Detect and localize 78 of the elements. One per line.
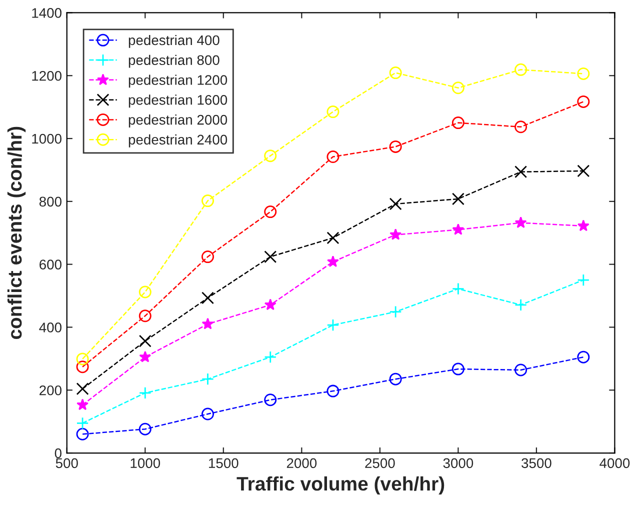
- x-tick-label: 3500: [522, 458, 552, 468]
- legend-label: pedestrian 2400: [128, 134, 228, 148]
- y-tick-label: 1400: [32, 8, 62, 18]
- y-tick-label: 600: [40, 260, 62, 270]
- point: [577, 67, 590, 80]
- point: [514, 120, 528, 134]
- point: [202, 372, 214, 386]
- point: [452, 223, 464, 235]
- point: [514, 216, 527, 228]
- x-tick-label: 2000: [286, 458, 317, 468]
- point: [389, 306, 402, 318]
- point: [138, 386, 152, 400]
- point: [514, 166, 528, 178]
- point: [452, 116, 464, 130]
- point: [264, 394, 277, 406]
- point: [577, 220, 590, 232]
- point: [264, 250, 277, 264]
- point: [326, 256, 339, 267]
- point: [202, 408, 214, 420]
- point: [326, 318, 340, 332]
- point: [452, 362, 464, 376]
- point: [389, 66, 402, 80]
- point: [76, 360, 89, 374]
- y-tick-label: 800: [39, 196, 62, 207]
- point: [139, 350, 152, 362]
- point: [577, 164, 590, 178]
- y-tick-label: 400: [39, 322, 62, 332]
- point: [326, 232, 340, 244]
- point: [202, 318, 214, 330]
- point: [577, 350, 590, 364]
- legend-label: pedestrian 1200: [128, 74, 228, 88]
- legend-label: pedestrian 400: [128, 34, 220, 48]
- y-tick-label: 1200: [32, 70, 62, 81]
- point: [202, 194, 214, 208]
- point: [138, 422, 152, 436]
- x-tick-label: 1500: [209, 458, 238, 468]
- point: [389, 198, 402, 210]
- point: [452, 282, 464, 296]
- point: [326, 150, 340, 164]
- point: [326, 106, 340, 118]
- point: [202, 292, 214, 304]
- x-tick-label: 500: [56, 458, 78, 468]
- point: [138, 334, 152, 348]
- point: [514, 298, 528, 312]
- y-axis-title: conflict events (con/hr): [7, 126, 26, 340]
- legend-label: pedestrian 1600: [128, 94, 228, 108]
- point: [389, 140, 402, 153]
- x-tick-label: 1000: [130, 458, 160, 468]
- point: [577, 274, 590, 286]
- legend-label: pedestrian 2000: [128, 114, 228, 128]
- point: [138, 286, 152, 298]
- point: [264, 350, 277, 364]
- point: [76, 416, 89, 430]
- x-tick-label: 4000: [600, 458, 630, 468]
- point: [390, 228, 402, 240]
- point: [577, 95, 590, 108]
- y-tick-label: 200: [40, 385, 62, 396]
- point: [514, 364, 528, 376]
- point: [452, 192, 464, 206]
- legend-label: pedestrian 800: [128, 54, 220, 68]
- point: [76, 428, 89, 440]
- point: [138, 310, 152, 322]
- y-tick-label: 0: [54, 448, 62, 458]
- point: [202, 250, 214, 264]
- point: [76, 352, 89, 366]
- x-tick-label: 2500: [365, 458, 395, 468]
- x-tick-label: 3000: [443, 458, 474, 468]
- point: [326, 384, 340, 398]
- y-tick-label: 1000: [32, 134, 62, 144]
- point: [264, 150, 277, 162]
- point: [76, 382, 89, 396]
- point: [264, 298, 276, 310]
- point: [452, 82, 464, 94]
- point: [514, 63, 528, 76]
- point: [76, 398, 89, 410]
- point: [389, 372, 402, 386]
- x-axis-title: Traffic volume (veh/hr): [236, 476, 444, 494]
- point: [264, 206, 277, 218]
